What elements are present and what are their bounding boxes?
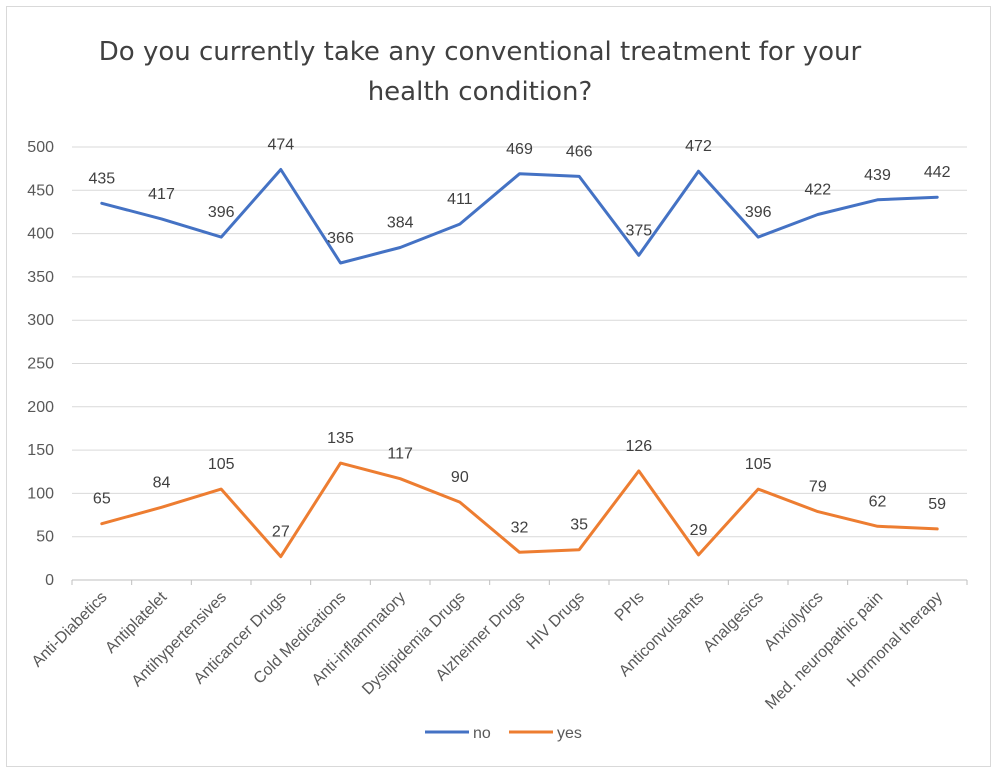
legend: no yes [425,725,582,742]
data-label-yes: 27 [272,524,290,541]
data-label-no: 469 [506,141,533,158]
x-tick-label: Anxiolytics [761,589,826,654]
x-tick-label: Dyslipidemia Drugs [359,589,468,698]
data-label-no: 396 [745,204,772,221]
chart-title-line-1: Do you currently take any conventional t… [98,37,862,67]
data-label-yes: 29 [690,522,708,539]
data-label-yes: 117 [387,446,413,463]
series-line-no [100,168,939,265]
x-tick-label: PPIs [612,589,648,625]
data-label-no: 472 [685,138,712,155]
data-label-yes: 126 [625,438,652,455]
x-tick-label: HIV Drugs [524,589,588,653]
data-labels: 435 417 396 474 366 384 411 469 466 375 472 396 422 4… [88,137,950,541]
data-label-no: 375 [625,222,652,239]
y-tick-label: 500 [27,139,54,156]
legend-label-yes: yes [557,725,582,742]
x-axis-ticks: Anti-DiabeticsAntiplateletAntihypertensi… [29,580,968,713]
series-line-yes [100,461,939,559]
data-label-yes: 59 [928,496,946,513]
data-label-no: 366 [327,230,354,247]
data-label-no: 439 [864,167,891,184]
x-tick-label: Anti-Diabetics [29,589,111,671]
y-tick-label: 0 [45,572,54,589]
y-tick-label: 400 [27,226,54,243]
y-axis-ticks: 0 50 100 150 200 250 300 350 400 450 500 [27,139,54,589]
y-tick-label: 100 [27,485,54,502]
y-tick-label: 50 [36,529,54,546]
data-label-no: 442 [924,164,951,181]
data-label-yes: 84 [153,474,171,491]
y-tick-label: 200 [27,399,54,416]
data-label-no: 435 [88,170,115,187]
data-label-yes: 79 [809,479,827,496]
data-label-no: 411 [447,191,473,208]
data-label-yes: 62 [869,493,887,510]
y-tick-label: 450 [27,182,54,199]
series-lines [100,168,939,559]
y-tick-label: 350 [27,269,54,286]
data-label-yes: 90 [451,469,469,486]
gridlines [72,146,967,581]
data-label-no: 474 [267,137,294,154]
data-label-yes: 105 [745,456,772,473]
data-label-no: 417 [148,186,175,203]
data-label-no: 396 [208,204,235,221]
x-tick-label: Med. neuropathic pain [762,589,886,713]
data-label-yes: 135 [327,430,354,447]
data-label-no: 384 [387,214,414,231]
data-label-yes: 32 [511,519,529,536]
data-label-yes: 35 [570,517,588,534]
data-label-no: 422 [804,182,831,199]
y-tick-label: 250 [27,356,54,373]
legend-label-no: no [473,725,491,742]
chart-frame [6,6,991,767]
chart-title: Do you currently take any conventional t… [0,32,960,112]
data-label-yes: 105 [208,456,235,473]
data-label-no: 466 [566,143,593,160]
x-tick-label: Analgesics [700,589,767,656]
data-label-yes: 65 [93,491,111,508]
y-tick-label: 150 [27,442,54,459]
chart-title-line-2: health condition? [367,77,593,107]
y-tick-label: 300 [27,312,54,329]
